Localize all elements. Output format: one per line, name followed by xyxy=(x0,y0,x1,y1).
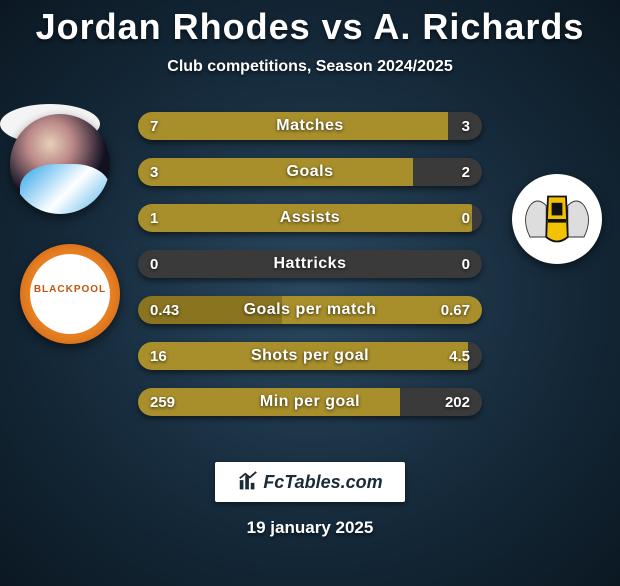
stat-right-value: 202 xyxy=(445,388,470,416)
stat-right-value: 3 xyxy=(462,112,470,140)
stat-left-value: 1 xyxy=(150,204,158,232)
stat-right-value: 4.5 xyxy=(449,342,470,370)
stat-label: Goals xyxy=(138,158,482,186)
page-title: Jordan Rhodes vs A. Richards xyxy=(0,6,620,48)
stat-right-value: 0 xyxy=(462,204,470,232)
stat-right-value: 0 xyxy=(462,250,470,278)
stat-left-value: 0 xyxy=(150,250,158,278)
stat-label: Goals per match xyxy=(138,296,482,324)
stat-row: 7 Matches 3 xyxy=(138,112,482,140)
stat-left-value: 16 xyxy=(150,342,167,370)
club-right-badge xyxy=(512,174,602,264)
stat-left-value: 3 xyxy=(150,158,158,186)
player-left-avatar xyxy=(10,114,110,214)
stat-right-value: 2 xyxy=(462,158,470,186)
stat-label: Assists xyxy=(138,204,482,232)
stat-right-value: 0.67 xyxy=(441,296,470,324)
brand-icon xyxy=(237,471,259,493)
club-left-badge xyxy=(20,244,120,344)
stat-label: Min per goal xyxy=(138,388,482,416)
stat-rows: 7 Matches 3 3 Goals 2 1 Assists 0 0 Hatt… xyxy=(138,112,482,434)
date-label: 19 january 2025 xyxy=(0,518,620,538)
stat-row: 16 Shots per goal 4.5 xyxy=(138,342,482,370)
comparison-stage: 7 Matches 3 3 Goals 2 1 Assists 0 0 Hatt… xyxy=(0,104,620,434)
stat-row: 259 Min per goal 202 xyxy=(138,388,482,416)
stat-left-value: 0.43 xyxy=(150,296,179,324)
stat-label: Matches xyxy=(138,112,482,140)
stat-row: 3 Goals 2 xyxy=(138,158,482,186)
stat-left-value: 259 xyxy=(150,388,175,416)
stat-label: Shots per goal xyxy=(138,342,482,370)
stat-row: 1 Assists 0 xyxy=(138,204,482,232)
stat-row: 0.43 Goals per match 0.67 xyxy=(138,296,482,324)
brand-label: FcTables.com xyxy=(263,472,382,493)
subtitle: Club competitions, Season 2024/2025 xyxy=(0,58,620,76)
stat-left-value: 7 xyxy=(150,112,158,140)
brand-box: FcTables.com xyxy=(215,462,405,502)
stat-label: Hattricks xyxy=(138,250,482,278)
stat-row: 0 Hattricks 0 xyxy=(138,250,482,278)
